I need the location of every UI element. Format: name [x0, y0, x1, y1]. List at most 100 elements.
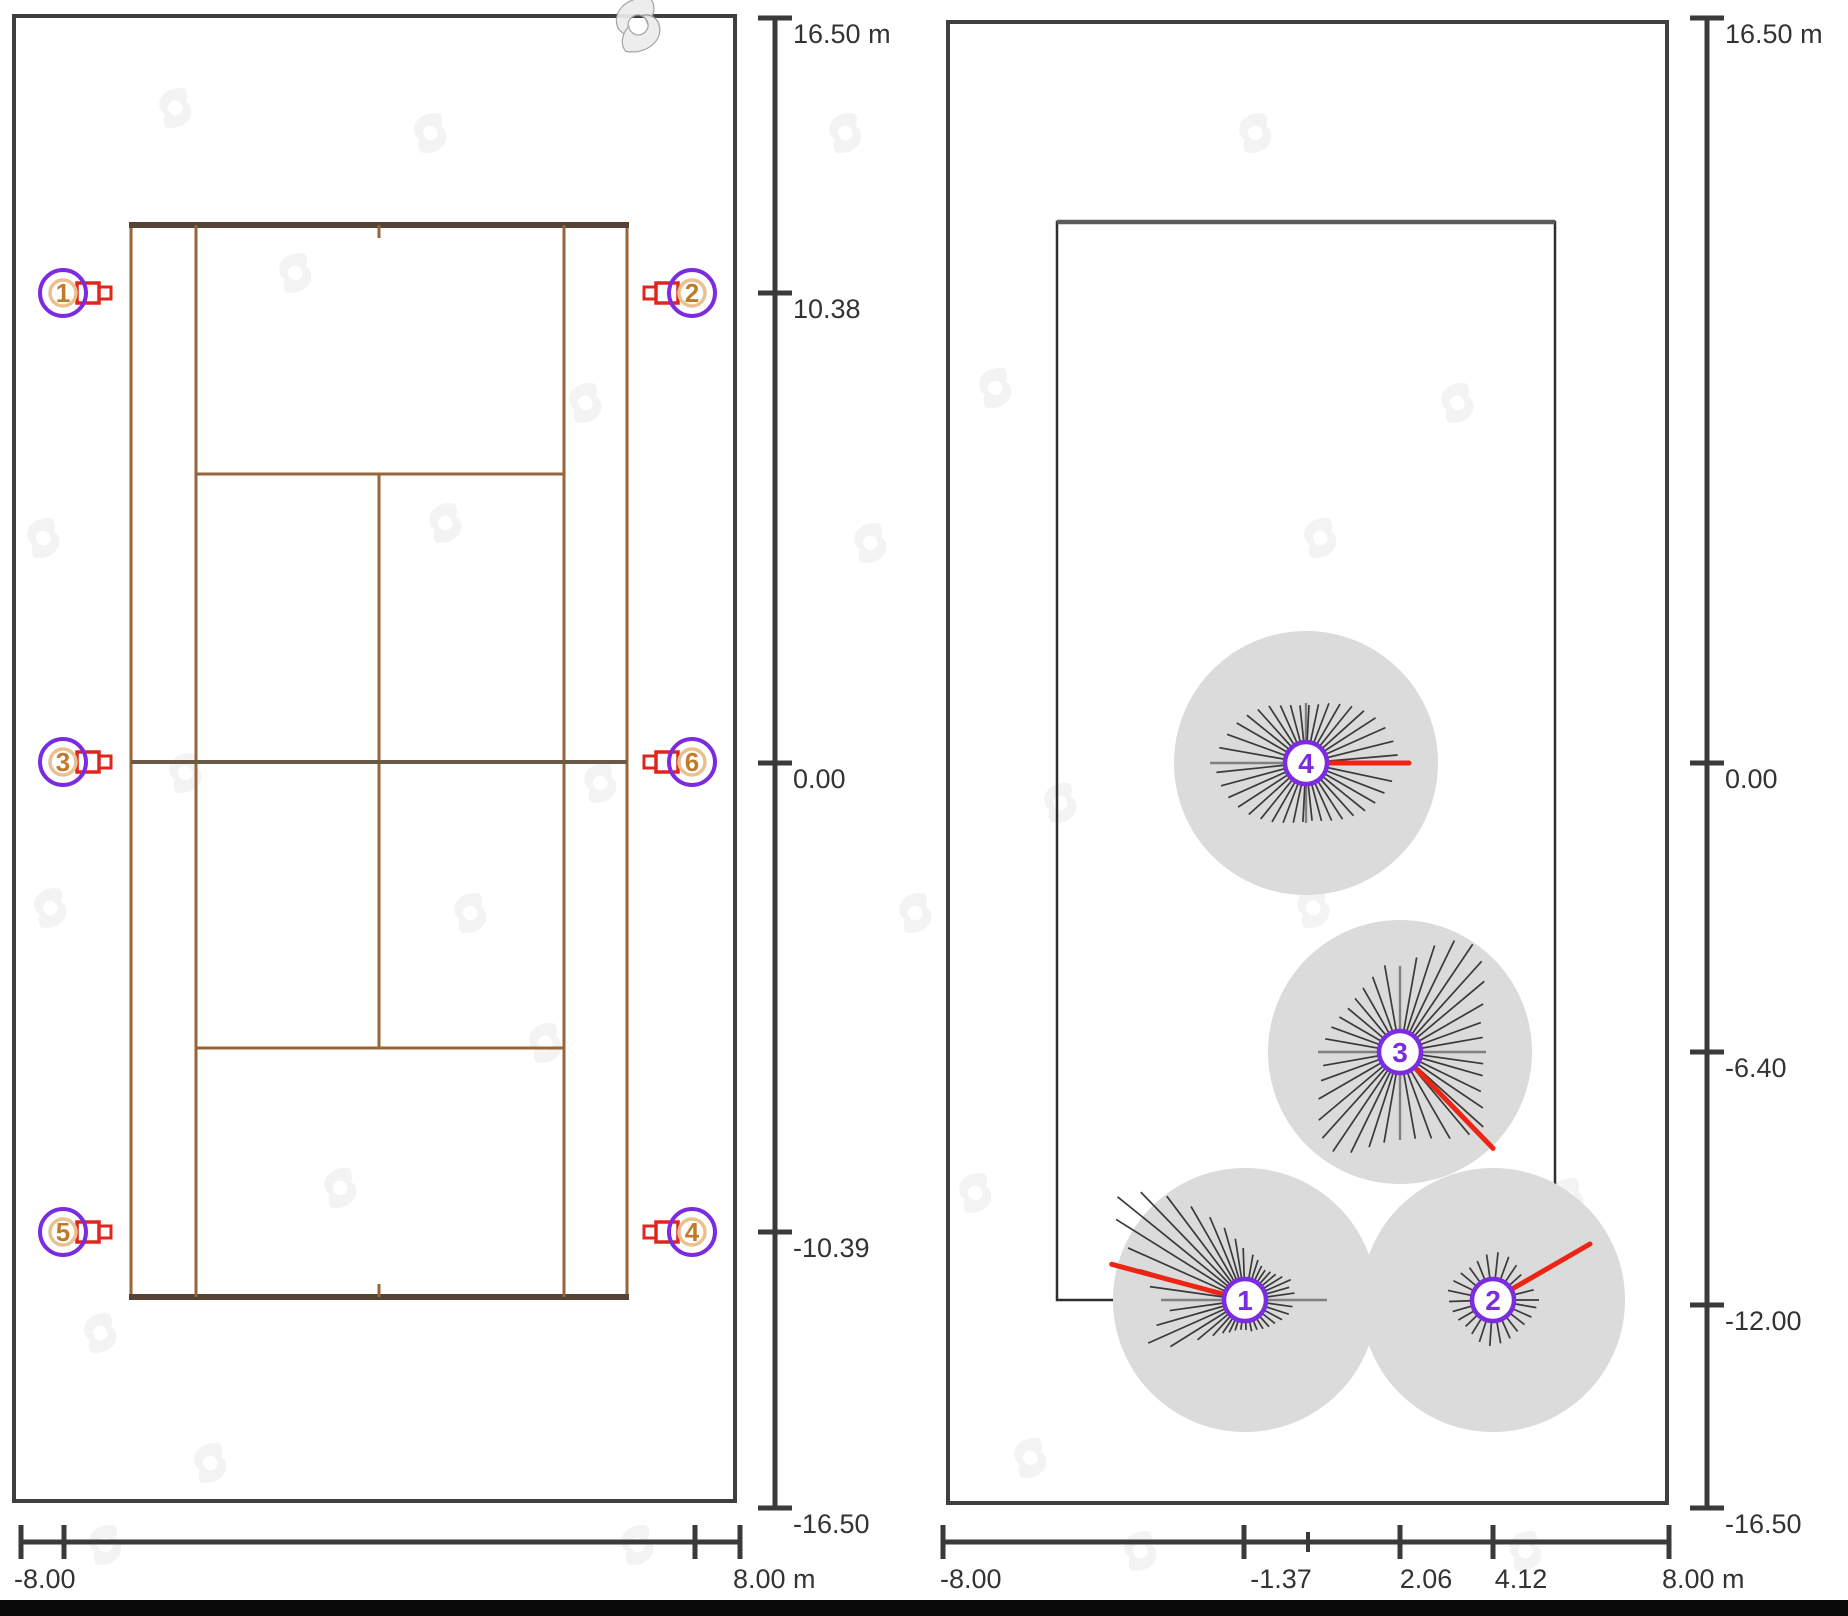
scale-tick-label: 0.00 — [793, 764, 846, 794]
pole-marker-ring — [38, 1207, 88, 1257]
horizontal-scale: -8.00 8.00 m — [14, 1525, 816, 1594]
pole-marker-ring — [667, 1207, 717, 1257]
scale-tick-label: 4.12 — [1495, 1564, 1548, 1594]
scale-tick-label: -1.37 — [1250, 1564, 1312, 1594]
watermark-icon — [1239, 113, 1272, 153]
pole-marker-inner-ring — [48, 278, 78, 308]
pole-marker-inner-ring — [677, 1217, 707, 1247]
pole-marker-ring — [667, 268, 717, 318]
pole-marker-2: 2 — [642, 268, 717, 318]
scale-tick-label: -16.50 — [1725, 1509, 1802, 1539]
watermark-icon — [584, 763, 617, 803]
scale-tick-label: 16.50 m — [793, 19, 891, 49]
watermark-icon — [979, 368, 1012, 408]
horizontal-scale: -8.00 -1.37 2.06 4.12 8.00 m — [940, 1525, 1745, 1594]
pole-marker-inner-ring — [677, 278, 707, 308]
luminaire-number: 2 — [1485, 1285, 1501, 1316]
intensity-ray — [1140, 1191, 1246, 1301]
luminaire-number: 3 — [1392, 1037, 1408, 1068]
watermark-icon — [1441, 383, 1474, 423]
pole-marker-1: 1 — [38, 268, 113, 318]
watermark-icon — [89, 1525, 122, 1565]
watermark-hero-layer — [615, 0, 661, 53]
watermark-icon — [1124, 1531, 1157, 1571]
watermark-icon — [27, 518, 60, 558]
luminaire-badge — [1282, 739, 1330, 787]
luminaire-badge — [1469, 1276, 1517, 1324]
watermark-icon — [829, 113, 862, 153]
pole-marker-4: 4 — [642, 1207, 717, 1257]
tennis-court — [129, 222, 629, 1300]
luminaire-2: 2 — [1447, 1241, 1593, 1346]
floodlight-icon — [97, 285, 113, 301]
pole-marker-6: 6 — [642, 737, 717, 787]
scale-tick-label: -8.00 — [14, 1564, 76, 1594]
intensity-ray — [1115, 1218, 1246, 1301]
pole-marker-number: 5 — [56, 1217, 70, 1247]
scale-tick-label: -12.00 — [1725, 1306, 1802, 1336]
watermark-icon — [854, 523, 887, 563]
floodlight-icon — [97, 754, 113, 770]
left-panel-border — [12, 14, 737, 1503]
pole-marker-number: 3 — [56, 747, 70, 777]
luminaire-badge — [1221, 1276, 1269, 1324]
watermark-icon — [159, 88, 192, 128]
luminaire-badge — [1376, 1028, 1424, 1076]
scale-tick-label: 0.00 — [1725, 764, 1778, 794]
watermark-icon — [621, 1525, 654, 1565]
scale-tick-label: 2.06 — [1400, 1564, 1453, 1594]
scales-layer: 16.50 m 10.38 0.00 -10.39 -16.50 16.50 m 0.00 -… — [14, 15, 1823, 1594]
watermark-icon — [194, 1443, 227, 1483]
luminaire-4: 4 — [1210, 702, 1412, 824]
floodlight-icon — [642, 1224, 658, 1240]
watermark-hero-icon — [615, 0, 661, 53]
scale-tick-label: -16.50 — [793, 1509, 870, 1539]
floodlight-icon — [642, 285, 658, 301]
watermark-icon — [569, 383, 602, 423]
watermark-icon — [1044, 783, 1077, 823]
pole-marker-number: 4 — [685, 1217, 700, 1247]
watermark-icon — [454, 893, 487, 933]
vertical-scale: 16.50 m 10.38 0.00 -10.39 -16.50 — [758, 15, 891, 1539]
pole-marker-5: 5 — [38, 1207, 113, 1257]
watermark-icon — [959, 1173, 992, 1213]
watermark-icon — [324, 1168, 357, 1208]
luminaire-aiming-layer: 1 2 3 4 — [1109, 631, 1625, 1432]
scale-tick-label: 10.38 — [793, 294, 861, 324]
watermark-icon — [84, 1313, 117, 1353]
bottom-black-bar — [0, 1600, 1848, 1616]
floodlight-icon — [97, 1224, 113, 1240]
watermark-icon — [279, 253, 312, 293]
watermark-icon — [414, 113, 447, 153]
watermark-icon — [899, 893, 932, 933]
pole-marker-ring — [38, 737, 88, 787]
watermark-icon — [529, 1023, 562, 1063]
vertical-scale: 16.50 m 0.00 -6.40 -12.00 -16.50 — [1690, 15, 1823, 1539]
pole-marker-layer: 1 2 3 6 5 4 — [38, 268, 717, 1257]
scale-tick-label: 8.00 m — [1662, 1564, 1745, 1594]
watermark-icon — [1304, 518, 1337, 558]
scale-tick-label: -10.39 — [793, 1233, 870, 1263]
intensity-ray — [1117, 1196, 1246, 1301]
pole-marker-inner-ring — [48, 747, 78, 777]
scale-tick-label: -8.00 — [940, 1564, 1002, 1594]
right-panel-border — [946, 20, 1669, 1505]
pole-marker-number: 2 — [685, 278, 699, 308]
scale-tick-label: 16.50 m — [1725, 19, 1823, 49]
scale-tick-label: 8.00 m — [733, 1564, 816, 1594]
scale-tick-label: -6.40 — [1725, 1053, 1787, 1083]
watermark-icon — [429, 503, 462, 543]
pole-marker-number: 1 — [56, 278, 70, 308]
pole-marker-ring — [38, 268, 88, 318]
floodlight-icon — [642, 754, 658, 770]
luminaire-3: 3 — [1318, 940, 1496, 1154]
luminaire-number: 1 — [1237, 1285, 1253, 1316]
pole-marker-number: 6 — [685, 747, 699, 777]
pole-marker-3: 3 — [38, 737, 113, 787]
luminaire-number: 4 — [1298, 748, 1314, 779]
pole-marker-inner-ring — [677, 747, 707, 777]
watermark-icon — [34, 888, 67, 928]
pole-marker-ring — [667, 737, 717, 787]
